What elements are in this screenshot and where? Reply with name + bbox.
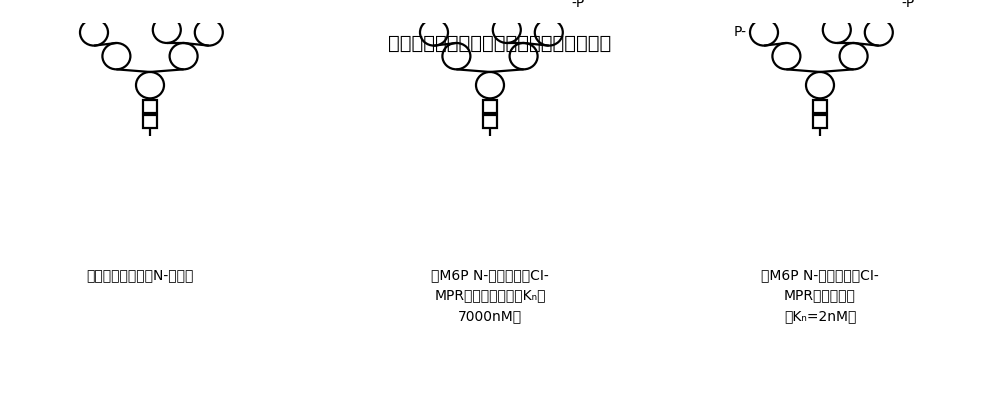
Text: 双M6P N-聚糖：针对CI-
MPR的高亲和力
（Kₙ=2nM）: 双M6P N-聚糖：针对CI- MPR的高亲和力 （Kₙ=2nM） — [761, 268, 879, 323]
Text: 单M6P N-聚糖：针对CI-
MPR的较低亲和力（Kₙ约
7000nM）: 单M6P N-聚糖：针对CI- MPR的较低亲和力（Kₙ约 7000nM） — [431, 268, 549, 323]
Text: 高甘露糖及磷酸化寡糖的结构及受体亲和力: 高甘露糖及磷酸化寡糖的结构及受体亲和力 — [388, 34, 612, 53]
Text: 非磷酸化高甘露糖N-聚糖：: 非磷酸化高甘露糖N-聚糖： — [86, 268, 194, 282]
Text: P-: P- — [734, 26, 747, 39]
Text: -P: -P — [571, 0, 585, 10]
Text: -P: -P — [901, 0, 915, 10]
